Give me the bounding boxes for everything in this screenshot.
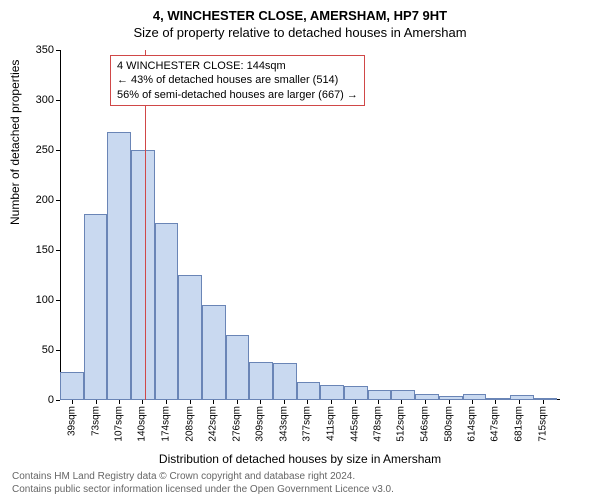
x-axis-label: Distribution of detached houses by size … xyxy=(0,452,600,466)
x-tick-label: 107sqm xyxy=(114,406,125,442)
histogram-bar xyxy=(60,372,84,400)
x-tick-label: 445sqm xyxy=(349,406,360,442)
histogram-bar xyxy=(131,150,155,400)
x-tick-mark xyxy=(331,400,332,404)
y-tick-label: 150 xyxy=(36,244,54,256)
x-tick-mark xyxy=(142,400,143,404)
y-tick-mark xyxy=(56,150,60,151)
annotation-box: 4 WINCHESTER CLOSE: 144sqm← 43% of detac… xyxy=(110,55,365,106)
x-tick-label: 478sqm xyxy=(372,406,383,442)
y-tick-mark xyxy=(56,50,60,51)
x-tick-label: 73sqm xyxy=(90,406,101,436)
chart-title-line1: 4, WINCHESTER CLOSE, AMERSHAM, HP7 9HT xyxy=(0,0,600,23)
x-tick-label: 208sqm xyxy=(184,406,195,442)
x-tick-label: 580sqm xyxy=(443,406,454,442)
x-tick-label: 276sqm xyxy=(231,406,242,442)
y-tick-mark xyxy=(56,250,60,251)
chart-title-line2: Size of property relative to detached ho… xyxy=(0,23,600,40)
plot-area: 05010015020025030035039sqm73sqm107sqm140… xyxy=(60,50,560,400)
x-tick-label: 546sqm xyxy=(419,406,430,442)
histogram-bar xyxy=(344,386,368,400)
x-tick-mark xyxy=(119,400,120,404)
histogram-bar xyxy=(84,214,108,400)
x-tick-mark xyxy=(495,400,496,404)
chart-container: 4, WINCHESTER CLOSE, AMERSHAM, HP7 9HT S… xyxy=(0,0,600,500)
y-axis-label: Number of detached properties xyxy=(8,60,22,225)
histogram-bar xyxy=(391,390,415,400)
x-tick-mark xyxy=(401,400,402,404)
x-tick-mark xyxy=(237,400,238,404)
y-tick-label: 350 xyxy=(36,44,54,56)
y-tick-mark xyxy=(56,300,60,301)
x-tick-label: 140sqm xyxy=(137,406,148,442)
histogram-bar xyxy=(107,132,131,400)
footer-attribution: Contains HM Land Registry data © Crown c… xyxy=(12,471,394,496)
histogram-bar xyxy=(439,396,463,400)
histogram-bar xyxy=(249,362,273,400)
x-tick-mark xyxy=(190,400,191,404)
histogram-bar xyxy=(155,223,179,400)
x-tick-mark xyxy=(260,400,261,404)
histogram-bar xyxy=(463,394,487,400)
annotation-line: 4 WINCHESTER CLOSE: 144sqm xyxy=(117,59,358,73)
y-tick-label: 200 xyxy=(36,194,54,206)
x-tick-mark xyxy=(284,400,285,404)
y-tick-label: 250 xyxy=(36,144,54,156)
histogram-bar xyxy=(320,385,344,400)
x-tick-label: 681sqm xyxy=(513,406,524,442)
x-tick-label: 309sqm xyxy=(254,406,265,442)
x-tick-mark xyxy=(166,400,167,404)
histogram-bar xyxy=(226,335,250,400)
x-tick-label: 242sqm xyxy=(208,406,219,442)
histogram-bar xyxy=(178,275,202,400)
x-tick-mark xyxy=(213,400,214,404)
y-axis-line xyxy=(60,50,61,400)
histogram-bar xyxy=(415,394,439,400)
histogram-bar xyxy=(273,363,297,400)
y-tick-mark xyxy=(56,100,60,101)
footer-line2: Contains public sector information licen… xyxy=(12,484,394,497)
histogram-bar xyxy=(202,305,226,400)
x-tick-label: 343sqm xyxy=(278,406,289,442)
histogram-bar xyxy=(297,382,321,400)
x-tick-mark xyxy=(425,400,426,404)
y-tick-label: 0 xyxy=(48,394,54,406)
x-tick-mark xyxy=(378,400,379,404)
y-tick-mark xyxy=(56,200,60,201)
x-tick-label: 39sqm xyxy=(66,406,77,436)
x-tick-mark xyxy=(72,400,73,404)
annotation-line: 56% of semi-detached houses are larger (… xyxy=(117,88,358,102)
annotation-line: ← 43% of detached houses are smaller (51… xyxy=(117,73,358,87)
x-tick-mark xyxy=(449,400,450,404)
x-tick-mark xyxy=(96,400,97,404)
x-tick-mark xyxy=(543,400,544,404)
x-tick-mark xyxy=(472,400,473,404)
histogram-bar xyxy=(534,398,558,400)
x-tick-label: 614sqm xyxy=(467,406,478,442)
y-tick-mark xyxy=(56,400,60,401)
y-tick-label: 50 xyxy=(42,344,54,356)
x-tick-label: 174sqm xyxy=(160,406,171,442)
y-tick-label: 100 xyxy=(36,294,54,306)
x-tick-label: 377sqm xyxy=(302,406,313,442)
x-tick-label: 647sqm xyxy=(490,406,501,442)
y-tick-mark xyxy=(56,350,60,351)
y-tick-label: 300 xyxy=(36,94,54,106)
x-tick-label: 512sqm xyxy=(396,406,407,442)
histogram-bar xyxy=(368,390,392,400)
footer-line1: Contains HM Land Registry data © Crown c… xyxy=(12,471,394,484)
x-tick-label: 411sqm xyxy=(325,406,336,441)
histogram-bar xyxy=(486,398,510,400)
y-axis-label-text: Number of detached properties xyxy=(8,60,22,225)
x-tick-mark xyxy=(307,400,308,404)
x-tick-mark xyxy=(519,400,520,404)
histogram-bar xyxy=(510,395,534,400)
x-tick-mark xyxy=(355,400,356,404)
x-tick-label: 715sqm xyxy=(537,406,548,442)
